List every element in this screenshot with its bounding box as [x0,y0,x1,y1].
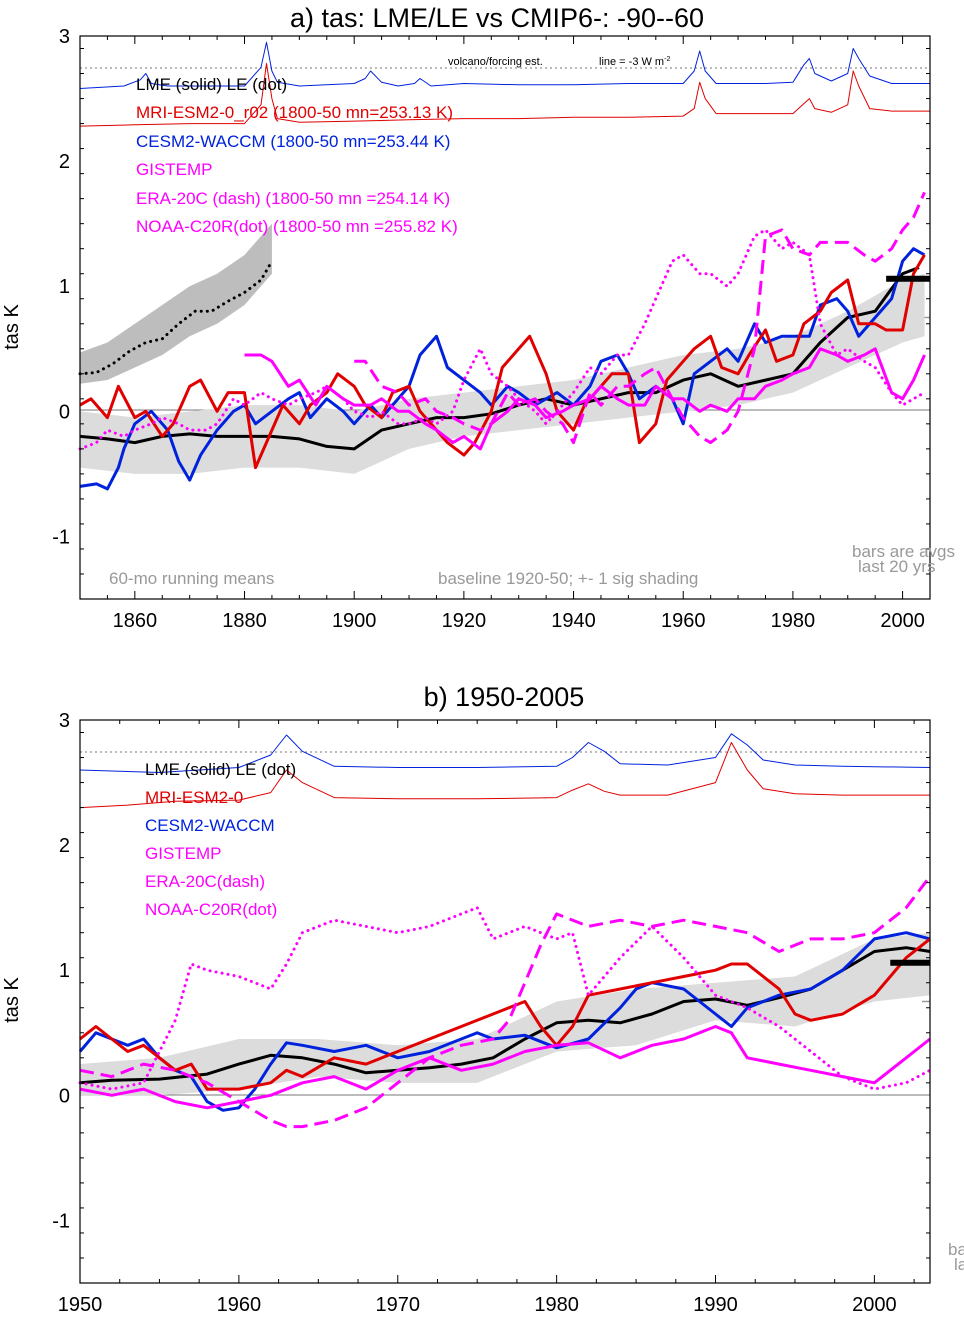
panel-b-noaa-c20r-line-dot [78,906,932,1091]
panel-b-bars-note-line-1: ba [948,1240,964,1259]
panel-a-legend-entry-4: GISTEMP [136,160,213,179]
panel-a-series [78,191,926,491]
panel-b-legend-entry-6: NOAA-C20R(dot) [145,900,277,919]
panel-b-gistemp-line [79,1025,931,1110]
panel-a-noaa-c20r-line-dot [78,228,926,451]
panel-a-y-axis: -1 0 1 2 3 [52,26,930,600]
panel-a-x-tick-label: 1960 [661,610,706,632]
panel-a-bars-note-line-1: bars are avgs [852,542,955,561]
panel-b-x-tick-label: 1970 [376,1294,421,1316]
panel-b-mri-esm2-0-line [79,937,931,1091]
panel-b-y-tick-label: 3 [59,710,70,732]
panel-a-plot-area [78,41,930,491]
panel-b-legend-entry-5: ERA-20C(dash) [145,872,265,891]
panel-b-average-bars [890,959,930,1003]
panel-a-x-axis: 1860 1880 1900 1920 1940 1960 1980 2000 [79,36,931,632]
panel-a-legend: LME (solid) LE (dot) MRI-ESM2-0_r02 (180… [136,75,458,236]
panel-b-y-tick-label: 1 [59,960,70,982]
panel-a-forcing-series [79,41,930,127]
panel-a-x-tick-label: 2000 [880,610,925,632]
panel-a-x-tick-label: 1980 [771,610,816,632]
panel-a-forcing-line-note: line = -3 W m-2 [599,56,670,68]
panel-b-frame [79,719,931,1284]
panel-a-legend-entry-3: CESM2-WACCM (1800-50 mn=253.44 K) [136,132,450,151]
panel-a-average-bars [886,275,930,319]
panel-a-mri-esm2-0-line [79,254,926,470]
panel-a-title: a) tas: LME/LE vs CMIP6-: -90--60 [290,3,704,33]
panel-b-plot-area [78,733,932,1129]
panel-a-legend-entry-1: LME (solid) LE (dot) [136,75,287,94]
panel-a-x-tick-label: 1880 [222,610,267,632]
panel-a-gistemp-line [244,347,926,451]
panel-b-x-tick-label: 1960 [217,1294,262,1316]
panel-a: a) tas: LME/LE vs CMIP6-: -90--60 tas K … [1,3,955,632]
panel-b-x-tick-label: 2000 [852,1294,897,1316]
panel-a-x-tick-label: 1940 [551,610,596,632]
panel-a-volcano-note: volcano/forcing est. [448,56,543,68]
panel-a-y-tick-label: -1 [52,526,70,548]
panel-b-forcing-series [79,733,931,809]
panel-a-frame [79,35,931,600]
panel-a-y-tick-label: 2 [59,151,70,173]
panel-b-y-tick-label: 0 [59,1085,70,1107]
panel-a-cesm2-waccm-forcing [79,41,930,89]
panel-b-y-axis-label: tas K [1,977,23,1023]
panel-a-forcing-line-note-superscript: -2 [664,56,670,63]
panel-b-title: b) 1950-2005 [424,682,585,712]
panel-a-x-tick-label: 1860 [113,610,158,632]
panel-b-cesm2-waccm-line [78,931,931,1112]
panel-b-y-tick-label: 2 [59,835,70,857]
panel-b-legend-entry-3: CESM2-WACCM [145,816,275,835]
panel-a-running-mean-note: 60-mo running means [109,569,274,588]
panel-b-x-tick-label: 1950 [58,1294,103,1316]
panel-b: b) 1950-2005 tas K 1950 1960 1970 1980 1990 2… [1,682,964,1316]
panel-a-x-tick-label: 1920 [442,610,487,632]
panel-a-y-tick-label: 1 [59,276,70,298]
panel-a-x-tick-label: 1900 [332,610,377,632]
panel-a-baseline-note: baseline 1920-50; +- 1 sig shading [438,569,698,588]
panel-b-legend-entry-1: LME (solid) LE (dot) [145,760,296,779]
panel-b-series [78,875,932,1129]
panel-b-x-tick-label: 1980 [534,1294,579,1316]
panel-b-x-tick-label: 1990 [693,1294,738,1316]
panel-a-le-band [80,223,272,384]
panel-b-x-axis: 1950 1960 1970 1980 1990 2000 [58,720,915,1316]
panel-b-era-20c-line-dash [79,875,932,1129]
panel-a-y-axis-label: tas K [1,304,23,350]
panel-b-shading [80,932,930,1096]
panel-b-legend: LME (solid) LE (dot) MRI-ESM2-0 CESM2-WA… [145,760,296,919]
panel-b-y-axis: -1 0 1 2 3 [52,710,930,1284]
panel-b-legend-entry-4: GISTEMP [145,844,222,863]
panel-b-legend-entry-2: MRI-ESM2-0 [145,788,243,807]
panel-a-legend-entry-5: ERA-20C (dash) (1800-50 mn =254.14 K) [136,189,450,208]
panel-a-mri-esm2-0-forcing [79,63,930,127]
panel-b-cesm2-waccm-forcing [79,733,931,773]
panel-b-lme-band [80,932,930,1096]
panel-a-y-tick-label: 3 [59,26,70,48]
panel-a-legend-entry-6: NOAA-C20R(dot) (1800-50 mn =255.82 K) [136,217,458,236]
panel-a-le-line-dot [78,259,274,376]
panel-a-y-tick-label: 0 [59,401,70,423]
panel-a-cesm2-waccm-line [79,247,926,491]
panel-a-era-20c-line-dash [354,191,926,445]
panel-a-forcing-line-note-text: line = -3 W m [599,56,664,68]
panel-a-legend-entry-2: MRI-ESM2-0_r02 (1800-50 mn=253.13 K) [136,103,453,122]
panel-b-y-tick-label: -1 [52,1210,70,1232]
panel-b-mri-esm2-0-forcing [79,742,930,809]
panel-b-bars-note-line-2: la [954,1255,964,1274]
panel-a-lme-band [80,273,925,474]
panel-a-shading [80,223,925,474]
panel-a-bars-note-line-2: last 20 yrs [858,557,935,576]
